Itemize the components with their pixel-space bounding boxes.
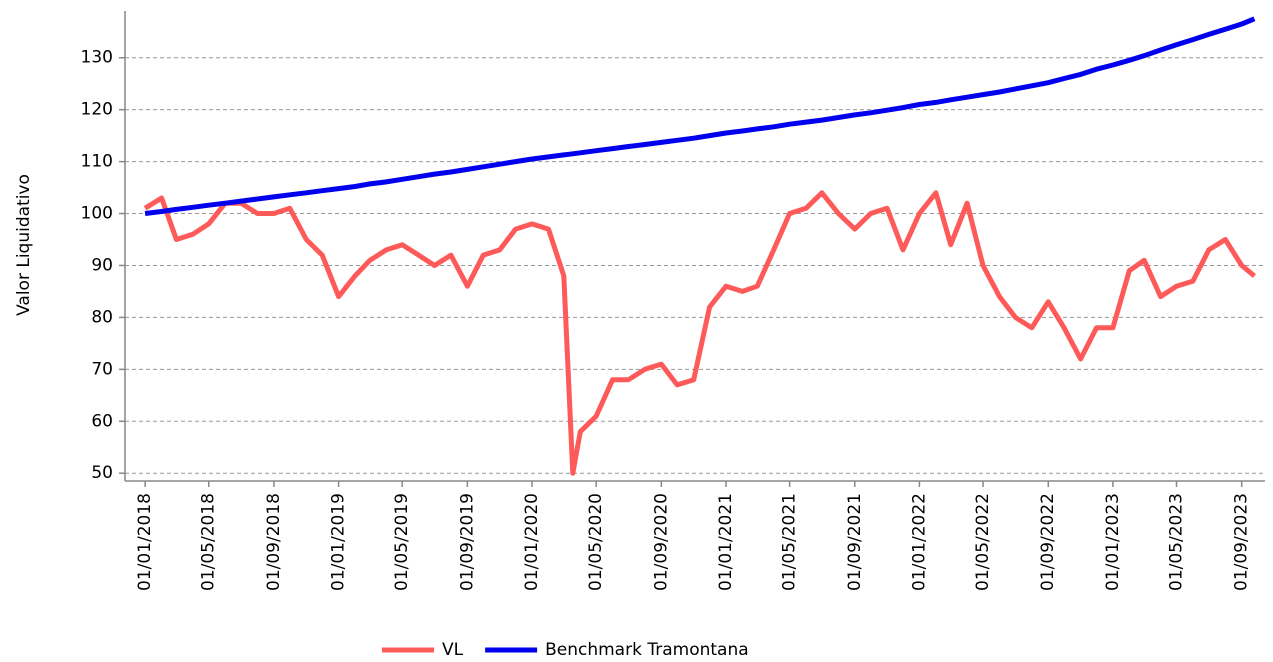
x-tick-label: 01/09/2020 (651, 493, 671, 591)
x-tick-label: 01/01/2021 (716, 493, 736, 591)
y-tick-label: 50 (91, 463, 113, 483)
x-tick-label: 01/09/2018 (264, 493, 284, 591)
x-tick-label: 01/05/2020 (586, 493, 606, 591)
legend-label: VL (442, 640, 464, 660)
y-tick-label: 120 (81, 100, 113, 120)
x-tick-label: 01/05/2022 (973, 493, 993, 591)
y-tick-label: 70 (91, 359, 113, 379)
x-tick-label: 01/09/2022 (1038, 493, 1058, 591)
y-axis-title: Valor Liquidativo (14, 174, 34, 316)
series-line (143, 190, 1256, 476)
y-tick-label: 60 (91, 411, 113, 431)
x-tick-label: 01/01/2018 (135, 493, 155, 591)
y-tick-label: 110 (81, 152, 113, 172)
x-tick-label: 01/05/2023 (1166, 493, 1186, 591)
series-line (144, 16, 1256, 216)
y-tick-label: 130 (81, 48, 113, 68)
x-tick-label: 01/05/2021 (780, 493, 800, 591)
x-tick-label: 01/01/2022 (909, 493, 929, 591)
x-tick-label: 01/09/2021 (845, 493, 865, 591)
y-tick-label: 80 (91, 307, 113, 327)
y-tick-label: 90 (91, 255, 113, 275)
x-tick-label: 01/09/2019 (457, 493, 477, 591)
x-tick-label: 01/05/2019 (392, 493, 412, 591)
x-tick-label: 01/01/2019 (329, 493, 349, 591)
x-tick-label: 01/01/2023 (1103, 493, 1123, 591)
x-tick-label: 01/09/2023 (1232, 493, 1252, 591)
x-tick-label: 01/01/2020 (522, 493, 542, 591)
y-tick-label: 100 (81, 204, 113, 224)
x-tick-label: 01/05/2018 (199, 493, 219, 591)
legend-label: Benchmark Tramontana (545, 640, 749, 660)
